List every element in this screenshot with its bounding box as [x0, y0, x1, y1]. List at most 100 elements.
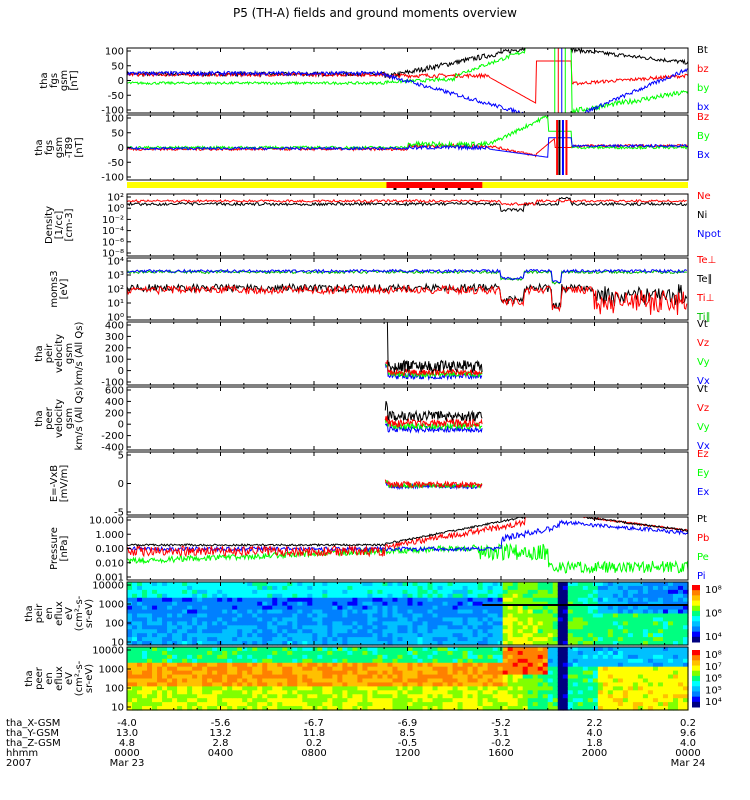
- spec-cell: [452, 682, 459, 687]
- spec-cell: [582, 641, 589, 646]
- spec-cell: [622, 647, 629, 652]
- spec-cell: [202, 647, 208, 652]
- spec-cell: [352, 662, 359, 668]
- spec-cell: [507, 609, 514, 615]
- spec-cell: [607, 647, 614, 652]
- spec-cell: [137, 625, 143, 630]
- spec-cell: [307, 609, 313, 615]
- spec-cell: [172, 641, 178, 646]
- spec-cell: [187, 601, 193, 607]
- spec-cell: [627, 585, 634, 591]
- spec-cell: [252, 621, 258, 626]
- spec-cell: [477, 637, 484, 642]
- spec-cell: [492, 629, 499, 634]
- spec-cell: [432, 658, 439, 664]
- burst-mark: [432, 188, 436, 190]
- spec-cell: [137, 674, 143, 680]
- spec-cell: [162, 698, 168, 703]
- spec-cell: [552, 674, 559, 680]
- spec-cell: [322, 613, 328, 619]
- spec-cell: [182, 625, 188, 630]
- spec-cell: [492, 582, 499, 587]
- ytick-label: 10.000: [89, 516, 124, 527]
- spec-cell: [677, 662, 684, 668]
- spec-cell: [682, 694, 689, 699]
- spec-cell: [612, 662, 619, 668]
- spec-cell: [462, 706, 469, 711]
- spec-cell: [487, 609, 494, 615]
- spec-cell: [187, 625, 193, 630]
- spec-cell: [312, 698, 318, 703]
- spec-cell: [607, 609, 614, 615]
- spec-cell: [247, 650, 253, 656]
- spec-cell: [587, 654, 594, 660]
- spec-cell: [362, 625, 369, 630]
- spec-cell: [182, 589, 188, 595]
- spec-cell: [147, 597, 153, 603]
- spec-cell: [452, 658, 459, 664]
- spec-cell: [297, 601, 303, 607]
- spec-cell: [427, 670, 434, 676]
- spec-cell: [337, 609, 343, 615]
- spec-cell: [667, 625, 674, 630]
- spec-cell: [167, 670, 173, 676]
- spec-cell: [237, 621, 243, 626]
- spec-cell: [367, 605, 374, 611]
- spec-cell: [467, 647, 474, 652]
- spec-cell: [482, 682, 489, 687]
- spec-cell: [592, 641, 599, 646]
- spec-cell: [202, 582, 208, 587]
- spec-cell: [612, 601, 619, 607]
- spec-cell: [192, 706, 198, 711]
- spec-cell: [417, 633, 424, 638]
- legend-Vx: Vx: [697, 441, 710, 452]
- spec-cell: [292, 698, 298, 703]
- spec-cell: [152, 702, 158, 707]
- spec-cell: [647, 641, 654, 646]
- spec-cell: [367, 674, 374, 680]
- spec-cell: [142, 625, 148, 630]
- spec-cell: [272, 582, 278, 587]
- spec-cell: [362, 682, 369, 687]
- spec-cell: [367, 625, 374, 630]
- spec-cell: [232, 702, 238, 707]
- spec-cell: [157, 621, 163, 626]
- spec-cell: [632, 605, 639, 611]
- spec-cell: [462, 601, 469, 607]
- spec-cell: [602, 625, 609, 630]
- spec-cell: [457, 613, 464, 619]
- spec-cell: [642, 613, 649, 619]
- spec-cell: [317, 625, 323, 630]
- spec-cell: [337, 605, 343, 611]
- spec-cell: [437, 625, 444, 630]
- spec-cell: [197, 617, 203, 622]
- spec-cell: [442, 678, 449, 684]
- spec-cell: [207, 698, 213, 703]
- spec-cell: [282, 593, 288, 599]
- spec-cell: [392, 633, 399, 638]
- xaxis-value: 0.2: [680, 718, 696, 729]
- spec-cell: [192, 625, 198, 630]
- spec-cell: [172, 654, 178, 660]
- spec-cell: [157, 613, 163, 619]
- spec-cell: [142, 613, 148, 619]
- spec-cell: [277, 601, 283, 607]
- spec-cell: [232, 589, 238, 595]
- legend-Vt: Vt: [697, 319, 708, 330]
- ylabel-line: sr-eV): [84, 664, 95, 693]
- spec-cell: [477, 670, 484, 676]
- spec-cell: [267, 702, 273, 707]
- spec-cell: [217, 662, 223, 668]
- spec-cell: [432, 690, 439, 695]
- spec-cell: [212, 666, 218, 672]
- spec-cell: [267, 650, 273, 656]
- spec-cell: [682, 593, 689, 599]
- spec-cell: [137, 654, 143, 660]
- spec-cell: [352, 694, 359, 699]
- spec-cell: [677, 650, 684, 656]
- spec-cell: [457, 637, 464, 642]
- spec-cell: [197, 698, 203, 703]
- spec-cell: [272, 694, 278, 699]
- spec-cell: [442, 629, 449, 634]
- peer-spectrogram: [127, 647, 689, 711]
